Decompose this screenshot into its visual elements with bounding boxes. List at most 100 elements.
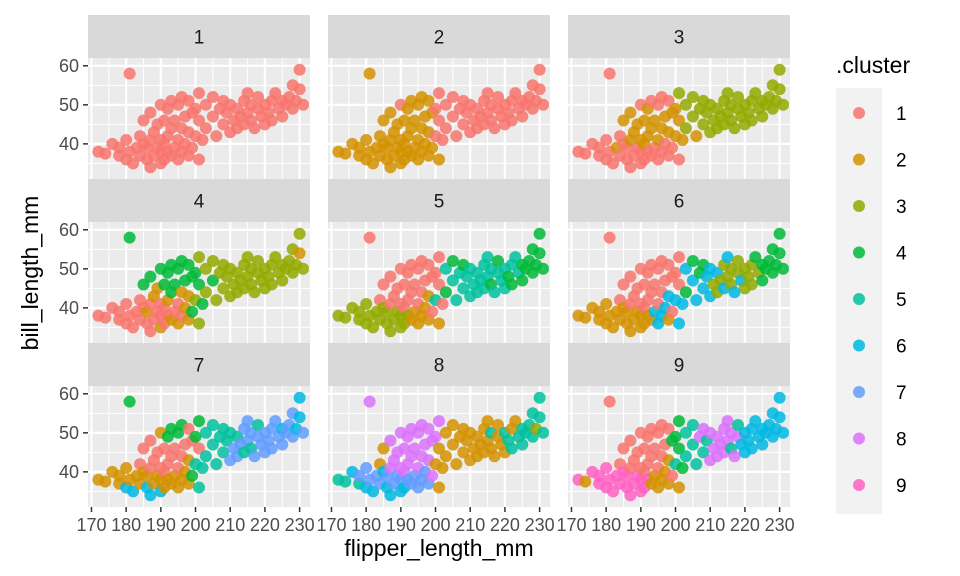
data-point bbox=[429, 430, 442, 443]
data-point bbox=[579, 475, 592, 488]
data-point bbox=[446, 438, 459, 451]
data-point bbox=[488, 122, 501, 135]
facet-panel-2: 2 bbox=[328, 15, 550, 179]
data-point bbox=[686, 91, 699, 103]
data-point bbox=[679, 122, 692, 135]
data-point bbox=[624, 434, 637, 447]
legend-label: 4 bbox=[896, 244, 907, 265]
data-point bbox=[276, 274, 289, 287]
data-point bbox=[137, 442, 150, 455]
data-point bbox=[193, 481, 205, 494]
data-point bbox=[339, 475, 352, 488]
data-point bbox=[600, 298, 613, 310]
points-facet-5 bbox=[332, 227, 550, 338]
data-point bbox=[773, 391, 786, 404]
data-point bbox=[144, 161, 157, 174]
y-axis-title: bill_length_mm bbox=[17, 196, 43, 351]
data-point bbox=[773, 411, 786, 424]
data-point bbox=[189, 430, 202, 443]
data-point bbox=[210, 294, 223, 307]
data-point bbox=[509, 251, 522, 264]
data-point bbox=[199, 262, 212, 275]
y-tick-label: 50 bbox=[59, 259, 79, 279]
data-point bbox=[363, 231, 376, 244]
facet-strip bbox=[568, 343, 790, 386]
data-point bbox=[450, 294, 463, 307]
data-point bbox=[293, 227, 306, 240]
data-point bbox=[436, 298, 449, 310]
data-point bbox=[137, 114, 150, 127]
y-tick-label: 50 bbox=[59, 95, 79, 115]
facet-strip-label: 2 bbox=[434, 28, 445, 49]
data-point bbox=[446, 110, 459, 123]
x-tick-label: 230 bbox=[525, 515, 555, 535]
data-point bbox=[248, 286, 261, 299]
data-point bbox=[673, 481, 685, 494]
data-point bbox=[492, 91, 504, 103]
data-point bbox=[593, 141, 606, 154]
x-axis-title: flipper_length_mm bbox=[344, 535, 533, 561]
y-tick-label: 60 bbox=[59, 220, 79, 240]
data-point bbox=[193, 442, 205, 455]
data-point bbox=[481, 87, 494, 100]
data-point bbox=[297, 98, 310, 111]
data-point bbox=[593, 305, 606, 318]
x-tick-label: 190 bbox=[626, 515, 656, 535]
data-point bbox=[269, 87, 282, 100]
data-point bbox=[537, 98, 550, 111]
data-point bbox=[422, 422, 435, 435]
x-tick-label: 210 bbox=[695, 515, 725, 535]
data-point bbox=[676, 134, 689, 146]
legend-title: .cluster bbox=[836, 52, 910, 78]
data-point bbox=[745, 442, 758, 455]
data-point bbox=[265, 442, 278, 455]
data-point bbox=[408, 114, 421, 127]
x-tick-label: 220 bbox=[490, 515, 520, 535]
data-point bbox=[533, 411, 546, 424]
data-point bbox=[509, 87, 522, 100]
data-point bbox=[756, 274, 769, 287]
data-point bbox=[749, 415, 762, 428]
data-point bbox=[481, 415, 494, 428]
data-point bbox=[433, 153, 445, 166]
legend-label: 9 bbox=[896, 476, 907, 497]
data-point bbox=[617, 442, 630, 455]
x-tick-label: 170 bbox=[556, 515, 586, 535]
data-point bbox=[690, 458, 703, 471]
x-tick-label: 220 bbox=[250, 515, 280, 535]
data-point bbox=[433, 251, 445, 264]
data-point bbox=[206, 438, 219, 451]
data-point bbox=[617, 278, 630, 291]
data-point bbox=[398, 278, 411, 291]
data-point bbox=[193, 415, 205, 428]
data-point bbox=[193, 87, 205, 100]
facet-strip bbox=[568, 15, 790, 58]
facet-panel-3: 3 bbox=[568, 15, 790, 179]
data-point bbox=[756, 110, 769, 123]
x-tick-label: 200 bbox=[181, 515, 211, 535]
facet-panel-7: 7 40 50 60 170 180 190 200 210 220 230 bbox=[59, 343, 315, 535]
data-point bbox=[666, 469, 679, 482]
data-point bbox=[492, 255, 504, 267]
data-point bbox=[377, 442, 390, 455]
data-point bbox=[384, 270, 397, 283]
data-point bbox=[721, 87, 734, 100]
data-point bbox=[252, 255, 264, 267]
data-point bbox=[422, 258, 435, 271]
legend-key-1 bbox=[853, 107, 865, 119]
data-point bbox=[773, 83, 786, 96]
data-point bbox=[492, 419, 504, 431]
points-facet-2 bbox=[332, 63, 550, 174]
legend-label: 2 bbox=[896, 151, 907, 172]
data-point bbox=[196, 134, 209, 146]
data-point bbox=[533, 63, 546, 76]
data-point bbox=[127, 321, 140, 334]
points-facet-4 bbox=[92, 227, 310, 338]
data-point bbox=[297, 426, 310, 439]
legend-label: 5 bbox=[896, 290, 907, 311]
data-point bbox=[481, 251, 494, 264]
data-point bbox=[679, 426, 692, 439]
facet-panel-9: 9 170 180 190 200 210 220 230 bbox=[556, 343, 795, 535]
data-point bbox=[189, 102, 202, 115]
